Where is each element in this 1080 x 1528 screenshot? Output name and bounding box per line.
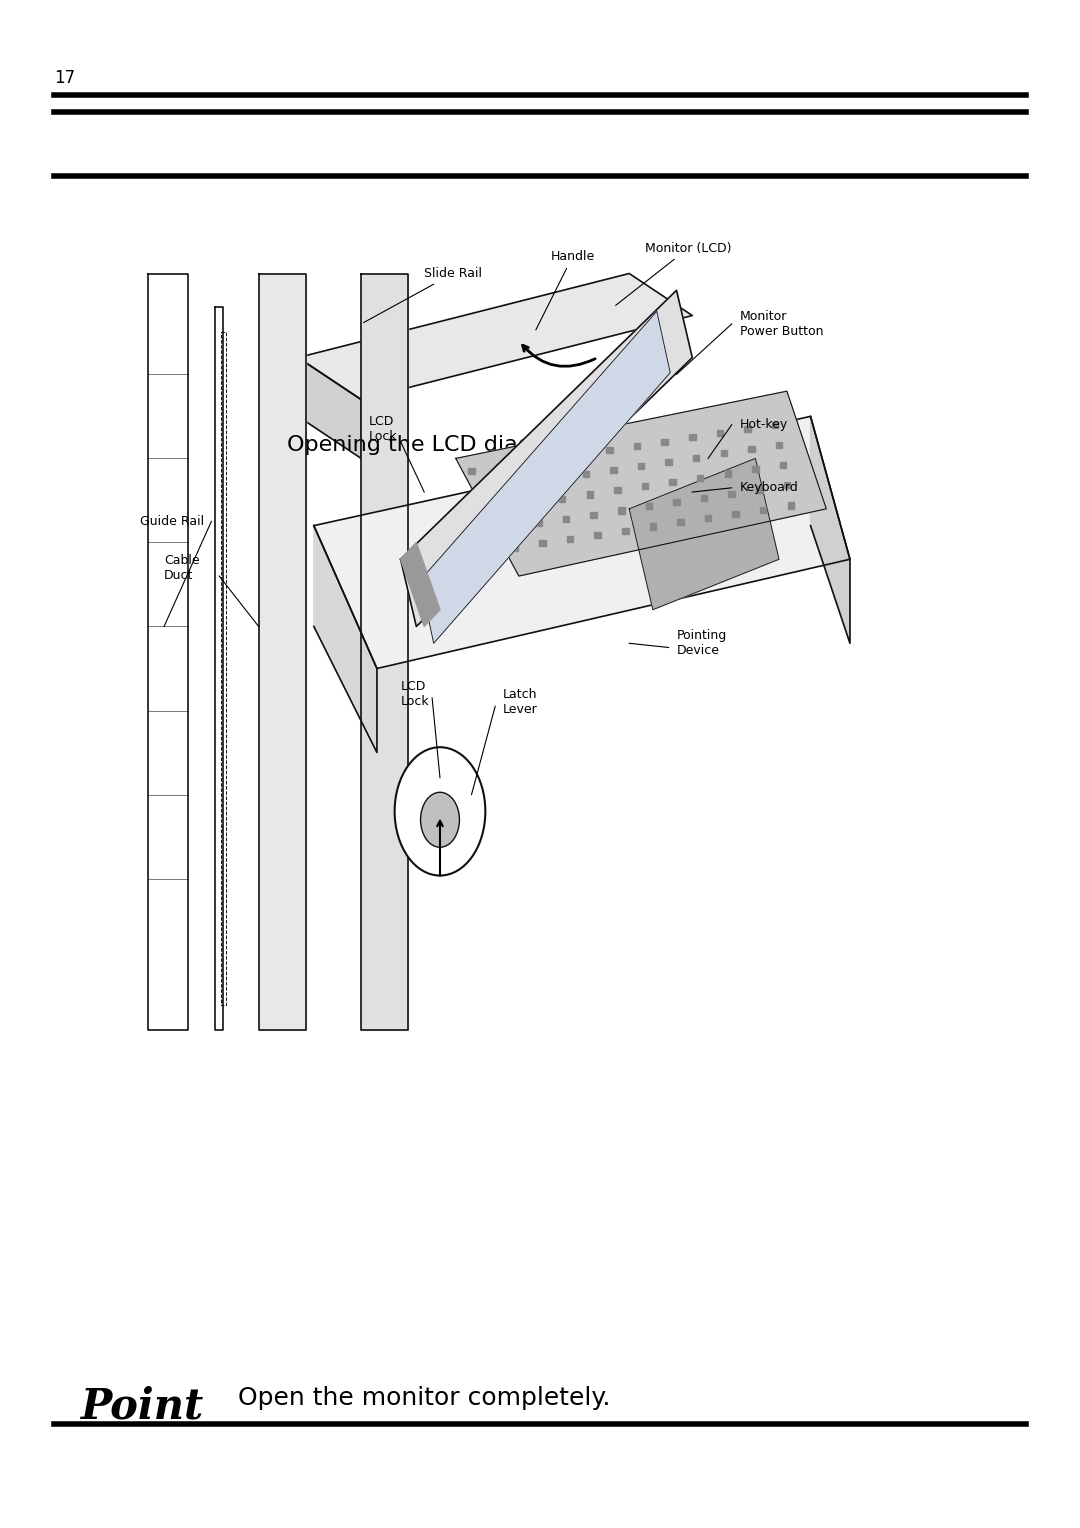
Polygon shape bbox=[361, 274, 408, 1030]
Bar bbox=[677, 520, 684, 526]
Bar bbox=[670, 478, 676, 484]
Bar bbox=[594, 532, 600, 538]
Bar bbox=[484, 549, 490, 555]
Text: Keyboard: Keyboard bbox=[740, 481, 798, 495]
Bar bbox=[622, 527, 629, 533]
Bar bbox=[780, 461, 786, 468]
Bar bbox=[689, 434, 696, 440]
Bar bbox=[725, 471, 731, 477]
Polygon shape bbox=[314, 417, 850, 669]
Text: Cable
Duct: Cable Duct bbox=[164, 553, 200, 582]
Bar bbox=[579, 451, 585, 457]
Bar bbox=[539, 541, 545, 547]
Text: Monitor (LCD): Monitor (LCD) bbox=[616, 241, 731, 306]
Polygon shape bbox=[298, 358, 361, 458]
Bar bbox=[665, 458, 672, 465]
Polygon shape bbox=[456, 391, 826, 576]
Bar bbox=[772, 422, 779, 428]
Bar bbox=[729, 490, 735, 497]
Bar bbox=[555, 475, 562, 481]
Polygon shape bbox=[810, 417, 850, 643]
Polygon shape bbox=[298, 274, 692, 400]
Bar bbox=[720, 451, 727, 457]
Text: Handle: Handle bbox=[536, 251, 595, 330]
Bar bbox=[476, 509, 483, 515]
Text: Slide Rail: Slide Rail bbox=[364, 267, 483, 322]
Bar bbox=[748, 446, 755, 452]
Bar bbox=[744, 426, 751, 432]
Bar bbox=[469, 468, 475, 474]
Bar bbox=[732, 510, 739, 516]
Bar bbox=[650, 524, 657, 530]
Bar bbox=[701, 495, 707, 501]
Bar bbox=[673, 500, 679, 506]
Bar bbox=[642, 483, 648, 489]
Text: LCD
Lock: LCD Lock bbox=[401, 680, 429, 707]
Bar bbox=[536, 520, 542, 526]
Text: 17: 17 bbox=[54, 69, 76, 87]
Bar bbox=[693, 454, 700, 460]
Bar bbox=[705, 515, 712, 521]
Bar bbox=[524, 460, 530, 466]
Text: Opening the LCD diagram: Opening the LCD diagram bbox=[287, 435, 577, 455]
Bar bbox=[606, 446, 612, 454]
Polygon shape bbox=[630, 458, 779, 610]
Text: Hot-key: Hot-key bbox=[740, 419, 787, 431]
Bar bbox=[551, 455, 557, 461]
Bar bbox=[618, 507, 624, 513]
Bar bbox=[531, 500, 538, 506]
Polygon shape bbox=[314, 526, 377, 753]
Text: LCD
Lock: LCD Lock bbox=[369, 416, 397, 443]
Bar bbox=[472, 487, 478, 494]
Bar bbox=[661, 439, 667, 445]
Polygon shape bbox=[259, 274, 306, 1030]
Bar bbox=[775, 442, 782, 448]
Bar bbox=[760, 507, 767, 513]
Bar bbox=[567, 536, 573, 542]
Text: Guide Rail: Guide Rail bbox=[140, 515, 204, 529]
Text: Point: Point bbox=[81, 1386, 204, 1427]
Circle shape bbox=[420, 792, 459, 847]
Bar bbox=[615, 487, 621, 494]
Text: Latch
Lever: Latch Lever bbox=[503, 688, 538, 717]
Bar bbox=[582, 471, 589, 477]
Bar bbox=[503, 504, 510, 510]
Bar bbox=[527, 480, 534, 486]
Bar bbox=[512, 544, 518, 550]
Text: Monitor
Power Button: Monitor Power Button bbox=[740, 310, 823, 338]
Bar bbox=[481, 529, 487, 535]
Polygon shape bbox=[420, 312, 671, 643]
Polygon shape bbox=[401, 290, 692, 626]
Bar bbox=[563, 516, 569, 523]
Circle shape bbox=[394, 747, 485, 876]
Bar bbox=[586, 492, 593, 498]
Bar bbox=[638, 463, 645, 469]
Text: Open the monitor completely.: Open the monitor completely. bbox=[238, 1386, 610, 1410]
Bar bbox=[559, 495, 566, 501]
Text: Pointing
Device: Pointing Device bbox=[676, 630, 727, 657]
Polygon shape bbox=[401, 542, 440, 626]
Bar bbox=[752, 466, 758, 472]
Bar bbox=[787, 503, 794, 509]
Bar bbox=[508, 524, 514, 530]
Bar bbox=[634, 443, 640, 449]
Bar bbox=[610, 468, 617, 474]
Bar bbox=[717, 431, 724, 437]
Bar bbox=[500, 484, 507, 490]
Bar bbox=[784, 483, 791, 489]
Bar bbox=[646, 503, 652, 509]
Bar bbox=[697, 475, 703, 481]
Bar bbox=[591, 512, 597, 518]
Bar bbox=[756, 486, 762, 492]
Bar bbox=[496, 465, 502, 471]
